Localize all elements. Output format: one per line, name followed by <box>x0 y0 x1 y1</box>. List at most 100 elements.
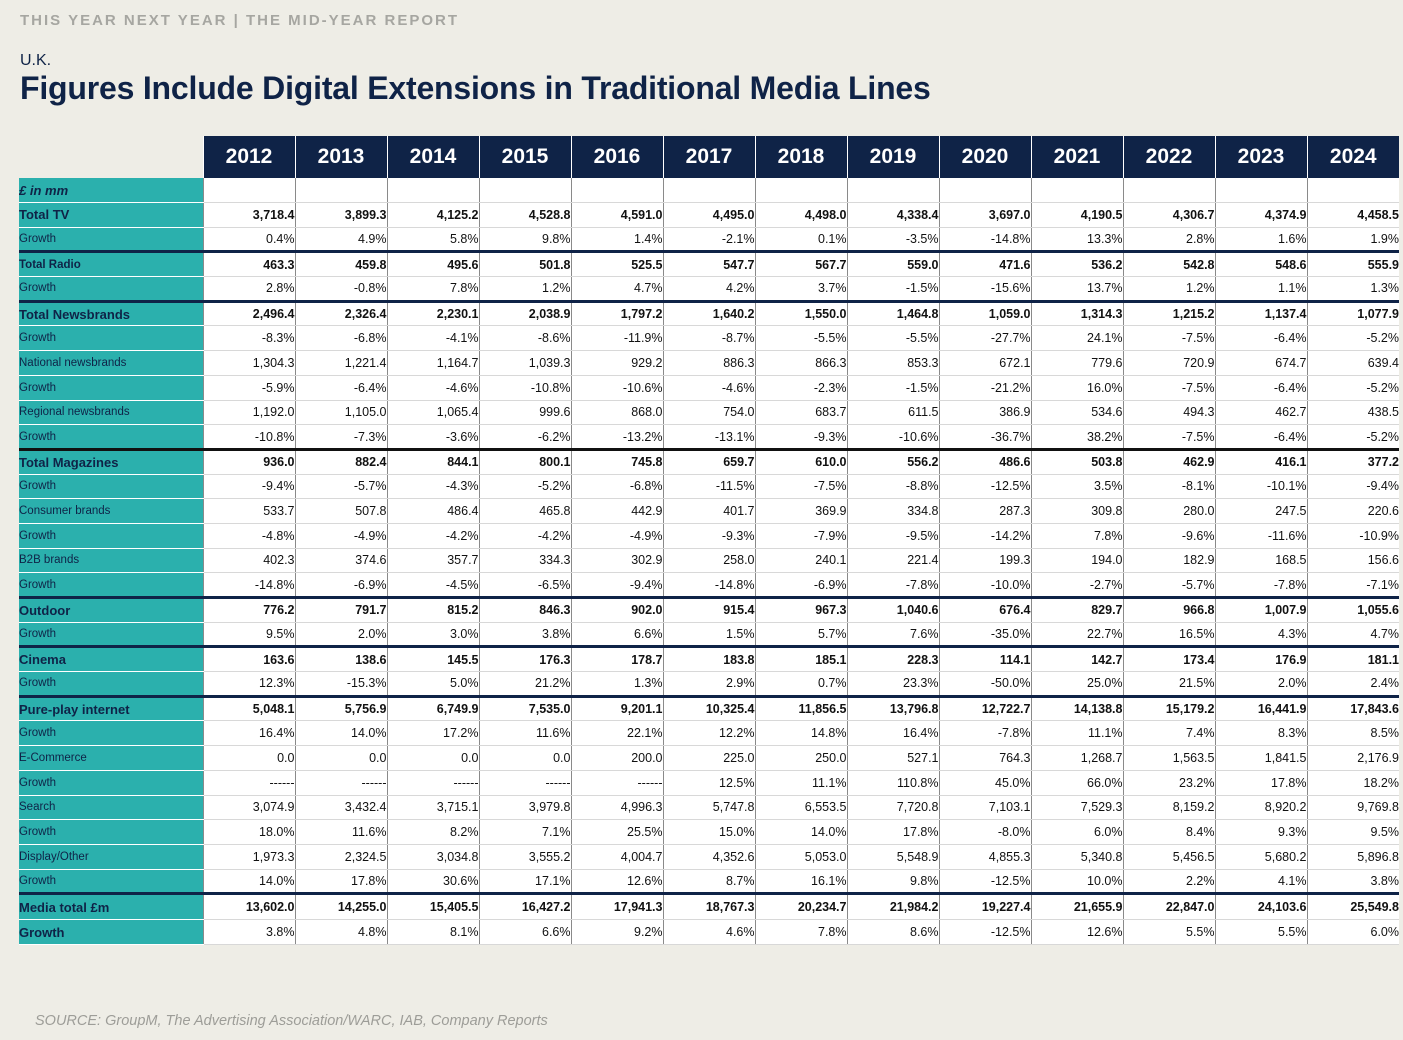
value-cell: -4.2% <box>478 523 571 549</box>
value-cell: 14,138.8 <box>1030 694 1123 722</box>
value-cell: -7.5% <box>754 474 847 500</box>
value-cell: 9.2% <box>570 919 663 945</box>
value-cell: 4.7% <box>570 276 663 302</box>
value-cell: -8.8% <box>846 474 939 500</box>
empty-cell <box>1306 178 1399 203</box>
value-cell: 966.8 <box>1122 596 1215 623</box>
value-cell: 20,234.7 <box>754 892 847 921</box>
value-cell: 18.2% <box>1306 770 1399 796</box>
value-cell: 10.0% <box>1030 869 1123 895</box>
value-cell: 556.2 <box>846 447 939 475</box>
value-cell: -10.9% <box>1306 523 1399 549</box>
value-cell: 225.0 <box>662 745 755 771</box>
value-cell: 2.8% <box>1122 227 1215 253</box>
value-cell: 287.3 <box>938 498 1031 524</box>
value-cell: 800.1 <box>478 447 571 475</box>
value-cell: -5.2% <box>478 474 571 500</box>
value-cell: 386.9 <box>938 400 1031 426</box>
value-cell: -27.7% <box>938 325 1031 352</box>
value-cell: 1.4% <box>570 227 663 253</box>
value-cell: 13,796.8 <box>846 694 939 722</box>
year-header: 2017 <box>662 136 755 178</box>
value-cell: 182.9 <box>1122 548 1215 574</box>
value-cell: -7.8% <box>1214 572 1307 598</box>
value-cell: 6.0% <box>1030 819 1123 845</box>
value-cell: 16.4% <box>202 720 295 747</box>
value-cell: -35.0% <box>938 622 1031 648</box>
value-cell: -3.5% <box>846 227 939 253</box>
value-cell: 868.0 <box>570 400 663 426</box>
year-header-row: 2012 2013 2014 2015 2016 2017 2018 2019 2020 2021… <box>19 136 1399 178</box>
value-cell: 4.6% <box>662 919 755 945</box>
value-cell: 11.6% <box>478 720 571 747</box>
value-cell: 999.6 <box>478 400 571 426</box>
value-cell: 25,549.8 <box>1306 892 1399 921</box>
value-cell: 17.1% <box>478 869 571 895</box>
value-cell: -2.3% <box>754 375 847 401</box>
value-cell: 776.2 <box>202 596 295 623</box>
value-cell: 2,324.5 <box>294 844 387 870</box>
value-cell: 6.0% <box>1306 919 1399 945</box>
table-row: Display/Other 1,973.3 2,324.5 3,034.8 3,555.… <box>19 844 1399 870</box>
value-cell: 401.7 <box>662 498 755 524</box>
value-cell: 1,304.3 <box>202 350 295 376</box>
table-row: Consumer brands 533.7 507.8 486.4 465.8 442.9… <box>19 498 1399 524</box>
value-cell: 1,314.3 <box>1030 299 1123 327</box>
empty-cell <box>386 178 479 203</box>
value-cell: 5.5% <box>1214 919 1307 945</box>
value-cell: 16.1% <box>754 869 847 895</box>
value-cell: 4.7% <box>1306 622 1399 648</box>
units-label: £ in mm <box>19 178 203 203</box>
value-cell: -10.8% <box>202 424 295 450</box>
value-cell: -12.5% <box>938 919 1031 945</box>
value-cell: 24.1% <box>1030 325 1123 352</box>
value-cell: 2.9% <box>662 671 755 697</box>
table-row: Media total £m 13,602.0 14,255.0 15,405.5 16… <box>19 892 1399 921</box>
value-cell: 5,756.9 <box>294 694 387 722</box>
value-cell: -9.5% <box>846 523 939 549</box>
row-label: Display/Other <box>19 844 203 870</box>
year-header: 2014 <box>386 136 479 178</box>
table-row: Total Magazines 936.0 882.4 844.1 800.1 745.8… <box>19 447 1399 475</box>
year-header: 2024 <box>1306 136 1399 178</box>
value-cell: 442.9 <box>570 498 663 524</box>
value-cell: 7,535.0 <box>478 694 571 722</box>
value-cell: 21,984.2 <box>846 892 939 921</box>
value-cell: 720.9 <box>1122 350 1215 376</box>
value-cell: 9.8% <box>846 869 939 895</box>
value-cell: 17.8% <box>1214 770 1307 796</box>
row-label: B2B brands <box>19 548 203 574</box>
value-cell: 8.2% <box>386 819 479 845</box>
value-cell: 8.7% <box>662 869 755 895</box>
value-cell: -7.8% <box>938 720 1031 747</box>
value-cell: 438.5 <box>1306 400 1399 426</box>
value-cell: 357.7 <box>386 548 479 574</box>
value-cell: 503.8 <box>1030 447 1123 475</box>
value-cell: 4.8% <box>294 919 387 945</box>
value-cell: -6.4% <box>294 375 387 401</box>
value-cell: 902.0 <box>570 596 663 623</box>
value-cell: -4.9% <box>570 523 663 549</box>
value-cell: 17,843.6 <box>1306 694 1399 722</box>
value-cell: -1.5% <box>846 276 939 302</box>
value-cell: 7.4% <box>1122 720 1215 747</box>
value-cell: 2.8% <box>202 276 295 302</box>
value-cell: 13.7% <box>1030 276 1123 302</box>
value-cell: 1,065.4 <box>386 400 479 426</box>
value-cell: 1,007.9 <box>1214 596 1307 623</box>
value-cell: -5.5% <box>754 325 847 352</box>
value-cell: 221.4 <box>846 548 939 574</box>
value-cell: 12.6% <box>570 869 663 895</box>
value-cell: 745.8 <box>570 447 663 475</box>
value-cell: 2.4% <box>1306 671 1399 697</box>
value-cell: 3.8% <box>1306 869 1399 895</box>
value-cell: 13,602.0 <box>202 892 295 921</box>
value-cell: -10.8% <box>478 375 571 401</box>
value-cell: 4.3% <box>1214 622 1307 648</box>
value-cell: 14.8% <box>754 720 847 747</box>
value-cell: 8,920.2 <box>1214 795 1307 821</box>
value-cell: 2.2% <box>1122 869 1215 895</box>
value-cell: 674.7 <box>1214 350 1307 376</box>
value-cell: -11.9% <box>570 325 663 352</box>
value-cell: 12.3% <box>202 671 295 697</box>
